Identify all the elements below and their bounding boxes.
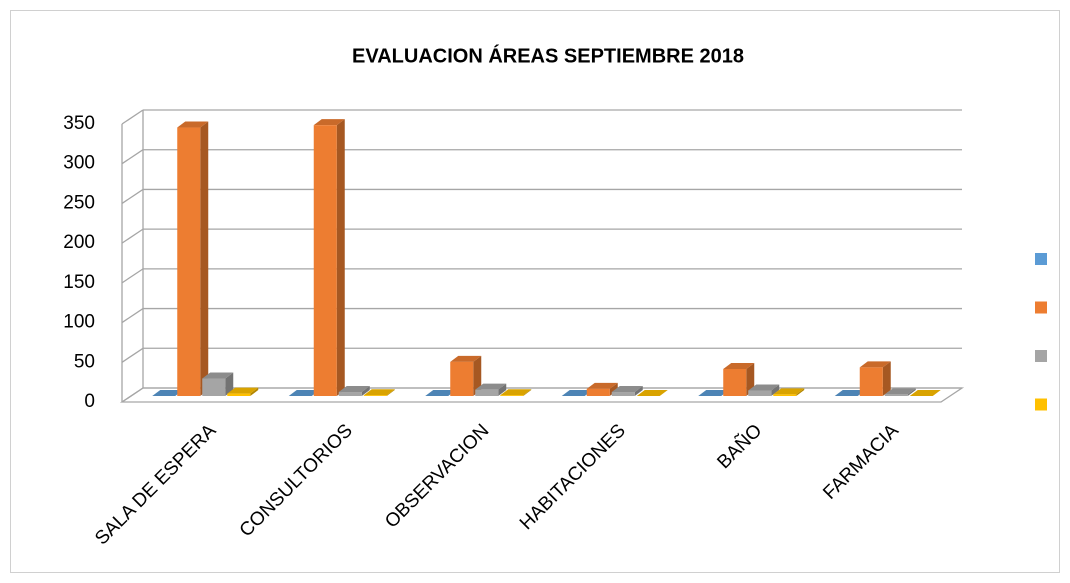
bar-top [834, 390, 866, 396]
bar-top [475, 383, 507, 390]
bar-side [771, 384, 780, 396]
bar-top [859, 361, 891, 368]
bar-top [202, 372, 234, 379]
bar-side [796, 388, 805, 396]
bar-side [907, 388, 916, 396]
bar [884, 394, 908, 396]
bar-side [386, 389, 395, 396]
bar-side [634, 386, 643, 396]
legend-swatch [1035, 301, 1047, 314]
bar-top [884, 388, 916, 395]
bar-top [909, 390, 941, 396]
bar-top [561, 390, 593, 396]
bar-top [313, 119, 345, 126]
grid-line-side [121, 109, 144, 125]
y-tick-label: 300 [63, 153, 95, 174]
bar-top [425, 390, 457, 396]
legend-swatch [1035, 253, 1047, 265]
bar [611, 392, 635, 396]
legend-swatch [1035, 350, 1047, 362]
bar-top [773, 388, 805, 395]
y-tick-label: 100 [63, 312, 95, 333]
bar-side [498, 383, 507, 396]
bar-top [500, 389, 532, 396]
y-tick-label: 0 [84, 391, 95, 412]
bar [859, 367, 883, 396]
chart-border [10, 10, 1060, 573]
bar [773, 394, 797, 396]
chart-title: EVALUACION ÁREAS SEPTIEMBRE 2018 [352, 44, 744, 67]
bar [723, 368, 747, 396]
y-tick-label: 150 [63, 272, 95, 293]
bar [500, 395, 524, 396]
grid-line-side [121, 188, 144, 204]
bar-side [361, 386, 370, 396]
y-tick-label: 200 [63, 232, 95, 253]
grid-line-side [121, 347, 144, 363]
bar-side [200, 121, 209, 396]
bar-top [177, 121, 209, 128]
grid-line-side [121, 308, 144, 324]
bar-top [636, 390, 668, 396]
bar-top [227, 387, 259, 394]
bar-side [882, 361, 891, 396]
y-tick-label: 250 [63, 192, 95, 213]
bar-top [152, 390, 184, 396]
bar-side [225, 372, 234, 396]
bar-top [338, 386, 370, 393]
grid-line-side [121, 268, 144, 284]
bar-side [336, 119, 345, 397]
bar [227, 393, 251, 396]
grid-line-side [121, 228, 144, 244]
bar-top [363, 389, 395, 396]
bar [313, 125, 337, 397]
bar-top [698, 390, 730, 396]
bar [202, 378, 226, 396]
bar [177, 127, 201, 396]
bar [363, 395, 387, 396]
bar-top [586, 382, 618, 389]
bar-top [723, 362, 755, 369]
legend-swatch [1035, 398, 1047, 411]
bar-top [450, 355, 482, 362]
y-tick-label: 350 [63, 113, 95, 134]
bar-side [473, 355, 482, 396]
bar [748, 390, 772, 396]
grid-line-side [121, 149, 144, 165]
bar-top [288, 390, 320, 396]
y-tick-label: 50 [74, 351, 95, 372]
bar-top [748, 384, 780, 391]
bar-top [611, 386, 643, 393]
bar [338, 392, 362, 396]
floor [119, 387, 965, 403]
bar-side [250, 387, 259, 396]
bar-side [523, 389, 532, 396]
bar [586, 388, 610, 396]
bar [450, 361, 474, 396]
bar [475, 389, 499, 396]
